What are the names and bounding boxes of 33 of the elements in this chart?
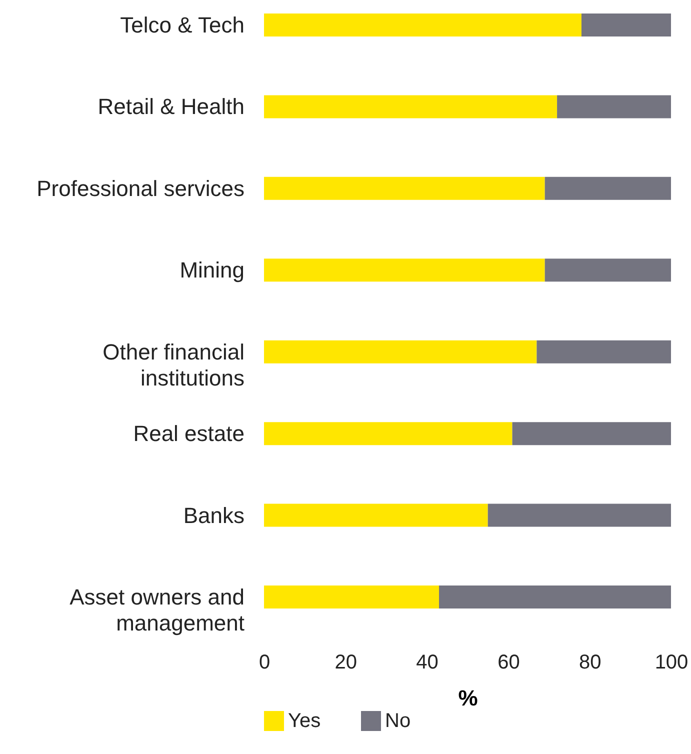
- y-tick-label: Professional services: [36, 176, 244, 201]
- x-tick-label: 20: [334, 652, 358, 674]
- bar: [264, 95, 558, 118]
- x-tick-label: 40: [416, 652, 438, 674]
- bar: [544, 176, 671, 200]
- bar: [264, 176, 545, 200]
- bar: [264, 258, 545, 282]
- legend-label: No: [385, 710, 411, 732]
- x-tick-label: 0: [258, 652, 270, 674]
- y-tick-label: Banks: [183, 502, 244, 528]
- y-tick-label: Retail & Health: [98, 94, 244, 120]
- y-tick-label: Telco & Tech: [120, 12, 244, 38]
- bar: [544, 258, 671, 282]
- bar: [536, 340, 671, 364]
- bar: [512, 422, 671, 446]
- bar: [488, 504, 671, 527]
- x-tick-label: 80: [578, 652, 602, 674]
- bar: [264, 340, 537, 364]
- bar: [557, 95, 671, 118]
- x-axis-title: %: [458, 686, 478, 710]
- bar: [439, 586, 671, 608]
- x-tick-label: 60: [498, 652, 520, 674]
- y-tick-label: Asset owners and management: [70, 584, 244, 636]
- bar: [264, 422, 512, 446]
- bar: [264, 586, 440, 608]
- y-tick-label: Real estate: [133, 421, 244, 446]
- bar: [581, 14, 671, 36]
- bar: [264, 504, 488, 527]
- y-tick-label: Other financial institutions: [102, 339, 244, 390]
- x-tick-label: 100: [654, 652, 688, 674]
- bar: [264, 14, 582, 36]
- y-tick-label: Mining: [180, 258, 244, 283]
- legend-label: Yes: [288, 710, 321, 732]
